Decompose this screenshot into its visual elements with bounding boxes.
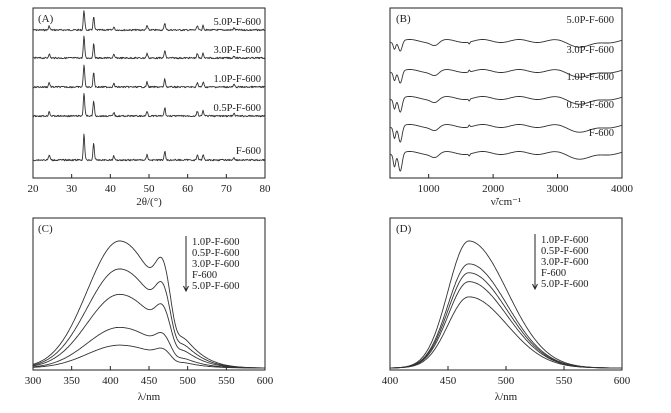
panel-d-xlabel: λ/nm (495, 391, 518, 403)
panel-a-frame (32, 7, 266, 179)
panel-a-xtick-label: 40 (105, 183, 117, 195)
panel-b-xtick-label: 4000 (611, 183, 634, 195)
panel-b-xtick-label: 1000 (418, 183, 441, 195)
panel-d-legend-entry: 3.0P-F-600 (541, 257, 589, 268)
panel-b-xlabel: ν̃/cm⁻¹ (491, 196, 522, 208)
panel-d-xtick-label: 500 (498, 375, 515, 387)
panel-a-series-line (32, 64, 266, 89)
panel-a-series-line (33, 35, 266, 60)
panel-d-xtick-label: 550 (556, 375, 573, 387)
panel-b-series-label: 0.5P-F-600 (566, 100, 614, 111)
panel-c-series-line (32, 240, 265, 369)
panel-d-label: (D) (396, 223, 412, 235)
panel-c-series-line (32, 268, 265, 369)
panel-c-xtick-label: 450 (141, 375, 158, 387)
panel-c-legend-arrow-head (183, 285, 189, 293)
panel-b-xtick-label: 3000 (547, 183, 570, 195)
panel-c-legend-entry: 1.0P-F-600 (192, 237, 240, 248)
panel-a: (A) 2θ/(°) 20 30 40 50 60 70 80 5.0P-F-600 3.0P-… (28, 7, 272, 208)
panel-a-series-label: 5.0P-F-600 (213, 17, 261, 28)
panel-d-legend-entry: 0.5P-F-600 (541, 246, 589, 257)
panel-c-xtick-label: 350 (63, 375, 80, 387)
panel-c-xtick-label: 500 (179, 375, 196, 387)
panel-b-series-line (390, 39, 623, 52)
panel-c-series-line (33, 344, 265, 369)
panel-c-legend-entry: F-600 (192, 270, 217, 281)
panel-a-label: (A) (38, 13, 54, 25)
panel-a-xtick-label: 20 (28, 183, 40, 195)
panel-c-legend-entry: 5.0P-F-600 (192, 281, 240, 292)
panel-a-series-label: 3.0P-F-600 (213, 45, 261, 56)
panel-d-legend-entry: F-600 (541, 268, 566, 279)
panel-a-xtick-label: 70 (221, 183, 233, 195)
panel-b: (B) ν̃/cm⁻¹ 1000 2000 3000 4000 5.0P-F-600 3.… (389, 7, 634, 208)
panel-a-series-label: F-600 (236, 146, 261, 157)
panel-d-series-line (390, 296, 622, 369)
panel-a-series-label: 1.0P-F-600 (213, 74, 261, 85)
panel-c-legend-entry: 3.0P-F-600 (192, 259, 240, 270)
panel-c-label: (C) (38, 223, 53, 235)
panel-c-series-line (32, 293, 265, 369)
panel-d-xtick-label: 600 (614, 375, 631, 387)
panel-b-series-label: 5.0P-F-600 (566, 15, 614, 26)
panel-b-series-label: 3.0P-F-600 (566, 45, 614, 56)
panel-a-xlabel: 2θ/(°) (136, 196, 162, 208)
panel-c-xtick-label: 600 (257, 375, 274, 387)
panel-a-series-line (32, 10, 266, 32)
panel-c-xtick-label: 550 (218, 375, 235, 387)
panel-c-legend-entry: 0.5P-F-600 (192, 248, 240, 259)
panel-d: (D) λ/nm 400 450 500 550 600 1.0P-F-6000.5P-F… (382, 217, 631, 403)
panel-d-legend-entry: 1.0P-F-600 (541, 235, 589, 246)
panel-d-xtick-label: 400 (382, 375, 399, 387)
panel-b-label: (B) (396, 13, 411, 25)
panel-a-xtick-label: 50 (144, 183, 156, 195)
panel-c: (C) λ/nm 300 350 400 450 500 550 600 1.0P-F-600… (25, 217, 274, 403)
panel-b-xtick-label: 2000 (482, 183, 505, 195)
panel-d-xtick-label: 450 (440, 375, 457, 387)
panel-d-legend-arrow-head (532, 283, 538, 291)
panel-a-xtick-label: 30 (66, 183, 78, 195)
panel-a-xtick-label: 60 (182, 183, 194, 195)
panel-a-xtick-label: 80 (260, 183, 272, 195)
panel-d-legend-entry: 5.0P-F-600 (541, 279, 589, 290)
panel-b-series-label: 1.0P-F-600 (566, 72, 614, 83)
panel-c-xtick-label: 300 (25, 375, 42, 387)
panel-b-series-line (390, 151, 623, 172)
panel-c-xlabel: λ/nm (138, 391, 161, 403)
panel-b-series-line (390, 96, 623, 113)
panel-b-series-label: F-600 (589, 128, 614, 139)
panel-b-series-line (390, 69, 623, 84)
panel-a-series-line (32, 93, 266, 118)
panel-a-series-line (32, 133, 266, 162)
panel-a-series-label: 0.5P-F-600 (213, 103, 261, 114)
panel-b-series-line (390, 124, 623, 143)
panel-b-frame (389, 7, 623, 179)
panel-c-xtick-label: 400 (102, 375, 119, 387)
